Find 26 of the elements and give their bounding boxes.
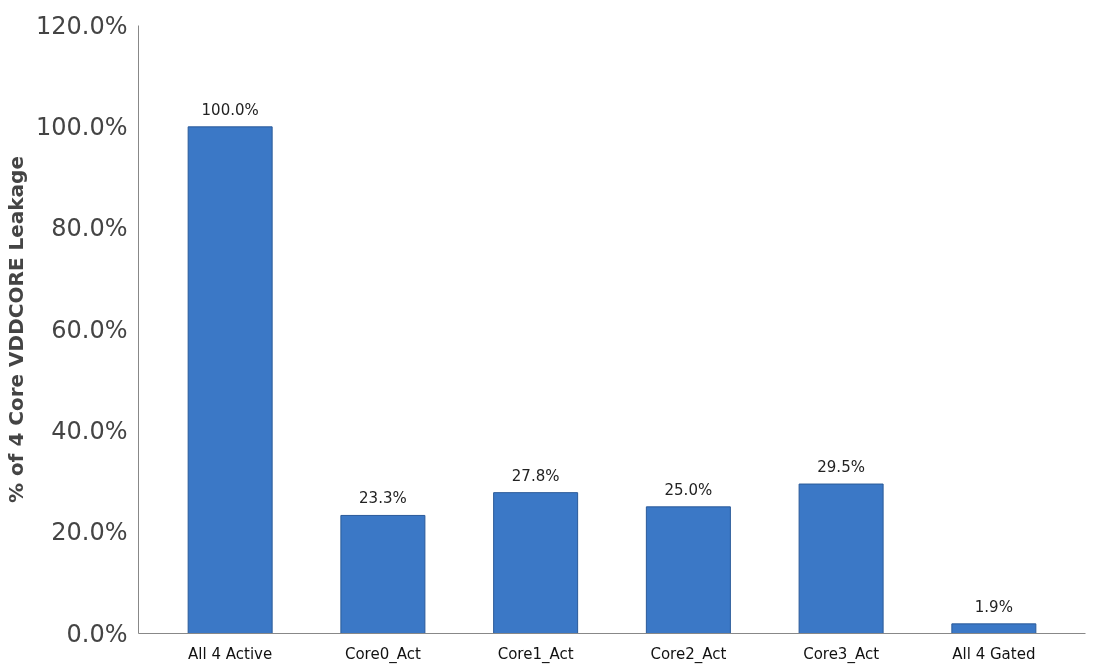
x-tick-label: All 4 Gated: [952, 644, 1036, 663]
data-label: 1.9%: [974, 597, 1013, 616]
data-label: 100.0%: [201, 100, 259, 119]
data-label: 29.5%: [817, 458, 865, 477]
y-axis-title: % of 4 Core VDDCORE Leakage: [3, 156, 28, 503]
x-tick-label: Core3_Act: [803, 644, 880, 664]
data-label: 25.0%: [664, 480, 713, 499]
bar: [951, 623, 1037, 634]
bar: [493, 492, 579, 634]
data-label: 27.8%: [511, 466, 560, 485]
y-tick-label: 120.0%: [35, 11, 128, 40]
bar: [798, 483, 884, 634]
y-tick-label: 40.0%: [51, 416, 128, 445]
data-label: 23.3%: [359, 489, 407, 508]
bar: [340, 514, 426, 634]
x-tick-label: Core0_Act: [344, 644, 421, 664]
x-tick-label: All 4 Active: [188, 644, 273, 663]
x-tick-label: Core2_Act: [650, 644, 727, 664]
bar: [187, 126, 273, 634]
y-tick-label: 80.0%: [51, 214, 128, 243]
y-tick-label: 20.0%: [51, 518, 128, 547]
y-tick-label: 60.0%: [51, 315, 128, 344]
y-tick-label: 100.0%: [35, 112, 128, 141]
y-tick-label: 0.0%: [66, 619, 128, 648]
bar: [645, 506, 731, 634]
x-tick-label: Core1_Act: [497, 644, 574, 664]
